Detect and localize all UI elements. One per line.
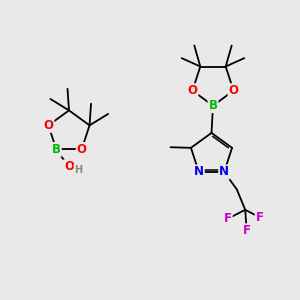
Text: O: O: [64, 160, 74, 173]
Text: F: F: [243, 224, 251, 237]
Text: N: N: [219, 166, 229, 178]
Text: F: F: [224, 212, 232, 225]
Text: O: O: [229, 84, 238, 97]
Text: B: B: [208, 99, 217, 112]
Text: H: H: [74, 165, 83, 175]
Text: F: F: [256, 211, 264, 224]
Text: O: O: [188, 84, 197, 97]
Text: O: O: [77, 143, 87, 156]
Text: O: O: [44, 119, 53, 132]
Text: N: N: [194, 166, 204, 178]
Text: B: B: [52, 143, 61, 156]
